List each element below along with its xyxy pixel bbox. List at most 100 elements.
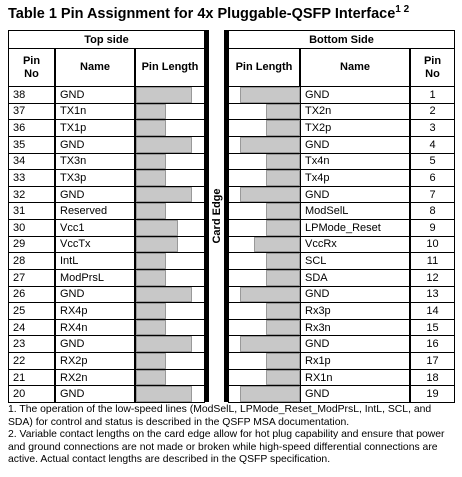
pin-number: 11: [410, 252, 455, 270]
pin-length-bar: [136, 386, 192, 402]
pin-length-bar: [240, 336, 300, 353]
pin-length-bar: [240, 136, 300, 153]
pin-number: 12: [410, 268, 455, 287]
pin-length-cell: [135, 385, 205, 403]
pin-name: GND: [300, 86, 410, 104]
pin-length-bar: [254, 236, 300, 253]
pin-length-bar: [136, 103, 166, 120]
pin-length-bar: [136, 369, 166, 386]
pin-number: 28: [8, 252, 55, 270]
pin-name: GND: [55, 86, 135, 104]
pin-number: 32: [8, 185, 55, 204]
pin-length-bar: [136, 319, 166, 336]
pin-name: Rx3p: [300, 302, 410, 320]
pin-length-bar: [136, 269, 166, 286]
pin-name: TX3p: [55, 169, 135, 187]
pin-name: GND: [300, 335, 410, 354]
pin-length-bar: [136, 87, 192, 103]
pin-number: 29: [8, 235, 55, 254]
pin-number: 30: [8, 219, 55, 237]
pin-name: GND: [300, 385, 410, 403]
pin-number: 1: [410, 86, 455, 104]
pin-number: 27: [8, 268, 55, 287]
pin-number: 14: [410, 302, 455, 320]
pin-length-bar: [136, 186, 192, 203]
pin-length-bar: [136, 353, 166, 369]
pin-number: 21: [8, 368, 55, 387]
pin-length-bar: [136, 120, 166, 136]
note: 1. The operation of the low-speed lines …: [8, 404, 432, 428]
pin-name: GND: [55, 185, 135, 204]
pin-name: GND: [300, 185, 410, 204]
pin-length-bar: [266, 220, 300, 236]
pin-length-bar: [266, 203, 300, 220]
pin-length-bar: [136, 303, 166, 319]
pin-length-bar: [136, 136, 192, 153]
pin-number: 31: [8, 202, 55, 221]
pin-length-bar: [266, 369, 300, 386]
pin-length-bar: [136, 336, 192, 353]
pin-length-bar: [266, 103, 300, 120]
pin-number: 36: [8, 119, 55, 137]
note: 2. Variable contact lengths on the card …: [8, 429, 445, 466]
pin-name: Tx4p: [300, 169, 410, 187]
table-title: Table 1 Pin Assignment for 4x Pluggable-…: [8, 4, 409, 22]
pin-name: RX2p: [55, 352, 135, 370]
pin-name: GND: [300, 135, 410, 154]
pin-number: 38: [8, 86, 55, 104]
pin-number: 7: [410, 185, 455, 204]
pin-length-bar: [266, 269, 300, 286]
card-edge: Card Edge: [205, 30, 228, 402]
notes: 1. The operation of the low-speed lines …: [8, 404, 458, 467]
pin-length-bar: [136, 220, 178, 236]
pin-number: 26: [8, 285, 55, 304]
pin-length-bar: [266, 153, 300, 170]
pin-name: TX2n: [300, 102, 410, 121]
pin-name: Reserved: [55, 202, 135, 221]
pin-name: LPMode_Reset: [300, 219, 410, 237]
pin-number: 9: [410, 219, 455, 237]
pin-number: 10: [410, 235, 455, 254]
pin-number: 37: [8, 102, 55, 121]
pin-number: 25: [8, 302, 55, 320]
pin-name: RX1n: [300, 368, 410, 387]
column-header: Pin Length: [228, 48, 300, 87]
pin-length-bar: [266, 170, 300, 186]
pin-number: 6: [410, 169, 455, 187]
pin-length-bar: [136, 203, 166, 220]
pin-length-bar: [240, 386, 300, 402]
pin-name: GND: [300, 285, 410, 304]
pin-number: 19: [410, 385, 455, 403]
column-header: Name: [55, 48, 135, 87]
side-heading: Top side: [8, 30, 205, 49]
pin-name: GND: [55, 285, 135, 304]
pin-length-bar: [266, 319, 300, 336]
pin-length-bar: [136, 236, 178, 253]
pin-number: 3: [410, 119, 455, 137]
pin-name: Rx3n: [300, 318, 410, 337]
side-heading: Bottom Side: [228, 30, 455, 49]
pin-name: GND: [55, 135, 135, 154]
column-header: Pin No: [8, 48, 55, 87]
pin-number: 20: [8, 385, 55, 403]
pin-length-bar: [240, 286, 300, 303]
pin-length-bar: [266, 253, 300, 269]
card-edge-label: Card Edge: [210, 188, 223, 244]
pin-name: TX1n: [55, 102, 135, 121]
pin-name: VccRx: [300, 235, 410, 254]
pin-number: 8: [410, 202, 455, 221]
pin-length-bar: [136, 153, 166, 170]
pin-number: 16: [410, 335, 455, 354]
pin-number: 5: [410, 152, 455, 171]
pin-length-bar: [136, 253, 166, 269]
pin-name: SDA: [300, 268, 410, 287]
pin-number: 23: [8, 335, 55, 354]
pin-number: 33: [8, 169, 55, 187]
pin-name: ModPrsL: [55, 268, 135, 287]
column-header: Name: [300, 48, 410, 87]
pin-length-bar: [136, 286, 192, 303]
column-header: Pin No: [410, 48, 455, 87]
pin-name: ModSelL: [300, 202, 410, 221]
pin-name: VccTx: [55, 235, 135, 254]
